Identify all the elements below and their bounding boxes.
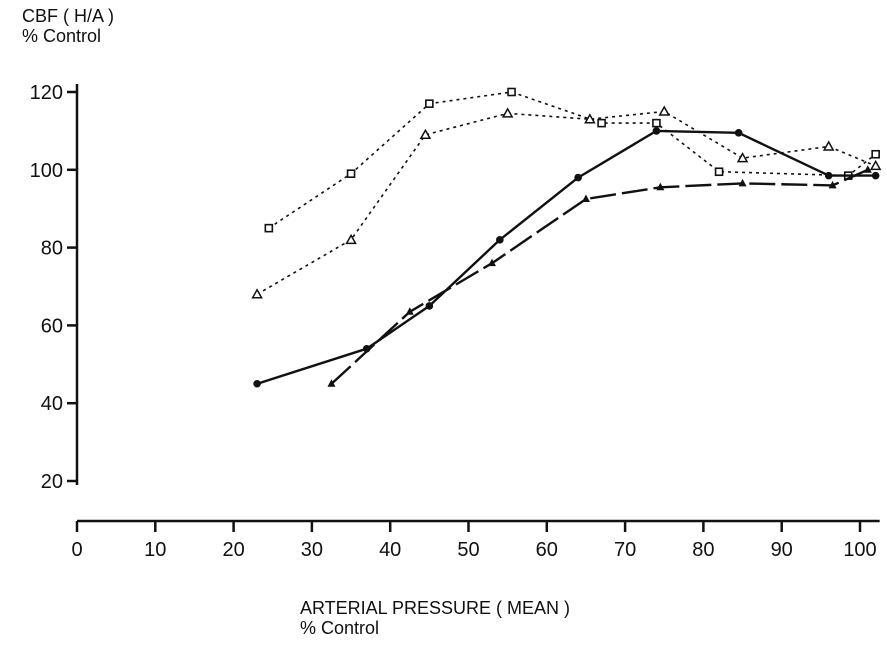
y-axis-label: CBF ( H/A ) % Control xyxy=(22,6,114,46)
series-2-point-0 xyxy=(253,379,261,388)
series-3-point-5 xyxy=(738,178,747,187)
series-3-line xyxy=(330,168,869,385)
series-3-point-3 xyxy=(581,194,590,202)
series-1-point-6 xyxy=(736,152,749,163)
series-3-point-6 xyxy=(828,180,837,189)
series-3-point-0 xyxy=(327,379,336,387)
series-layer xyxy=(251,87,882,388)
series-0-point-5 xyxy=(652,118,661,128)
series-3-filled-triangle xyxy=(327,165,872,387)
x-axis-label-line-1: ARTERIAL PRESSURE ( MEAN ) xyxy=(300,598,571,618)
series-1-point-5 xyxy=(658,105,671,116)
series-3-point-4 xyxy=(656,182,665,191)
x-tick-label-50: 50 xyxy=(457,539,479,561)
x-tick-label-60: 60 xyxy=(536,539,558,561)
y-tick-label-60: 60 xyxy=(41,315,63,337)
series-2-point-3 xyxy=(496,236,504,244)
series-2-point-6 xyxy=(734,129,743,137)
x-tick-label-40: 40 xyxy=(379,539,401,561)
x-tick-label-80: 80 xyxy=(692,539,714,561)
series-0-point-1 xyxy=(346,169,356,178)
series-1-point-8 xyxy=(869,159,882,171)
axes: 20 40 60 80 100 120 0 10 20 30 40 50 60 70 80 90 100 xyxy=(30,82,880,561)
series-0-point-4 xyxy=(597,118,606,128)
x-axis-label: ARTERIAL PRESSURE ( MEAN ) % Control xyxy=(300,598,570,638)
series-0-point-0 xyxy=(264,223,274,233)
x-axis-label-line-2: % Control xyxy=(300,618,380,638)
x-tick-label-70: 70 xyxy=(614,539,636,561)
series-2-point-7 xyxy=(824,171,833,180)
series-0-open-square xyxy=(264,87,880,233)
x-tick-label-90: 90 xyxy=(771,539,793,561)
y-axis-label-line-2: % Control xyxy=(22,26,102,46)
series-1-point-2 xyxy=(419,128,432,140)
series-1-point-7 xyxy=(822,140,835,151)
x-tick-label-10: 10 xyxy=(144,539,166,561)
x-tick-label-20: 20 xyxy=(222,539,244,561)
series-1-point-4 xyxy=(584,113,596,124)
series-1-open-triangle xyxy=(251,105,882,299)
series-0-point-3 xyxy=(507,87,516,97)
x-tick-label-0: 0 xyxy=(71,539,82,561)
series-0-line xyxy=(268,91,877,229)
series-1-point-0 xyxy=(251,288,263,299)
y-tick-label-120: 120 xyxy=(30,82,63,104)
series-1-point-1 xyxy=(345,233,357,245)
y-tick-label-20: 20 xyxy=(41,471,63,493)
series-3-point-7 xyxy=(863,165,872,173)
series-0-point-2 xyxy=(425,99,434,108)
y-tick-label-40: 40 xyxy=(41,393,63,415)
x-tick-label-30: 30 xyxy=(301,539,323,561)
series-1-line xyxy=(256,110,877,295)
series-2-filled-circle xyxy=(253,127,880,388)
y-tick-label-100: 100 xyxy=(30,160,63,182)
x-tick-label-100: 100 xyxy=(843,539,876,561)
y-tick-label-80: 80 xyxy=(41,238,63,260)
series-0-point-8 xyxy=(871,149,880,159)
series-2-point-2 xyxy=(425,302,434,310)
series-2-point-5 xyxy=(652,127,661,135)
series-1-point-3 xyxy=(501,107,514,118)
series-3-point-2 xyxy=(487,258,496,267)
series-3-point-1 xyxy=(405,307,414,315)
y-axis-label-line-1: CBF ( H/A ) xyxy=(22,6,115,26)
series-2-line xyxy=(256,129,876,385)
series-2-point-8 xyxy=(871,171,880,180)
series-2-point-4 xyxy=(574,173,582,182)
series-0-point-6 xyxy=(714,167,724,177)
